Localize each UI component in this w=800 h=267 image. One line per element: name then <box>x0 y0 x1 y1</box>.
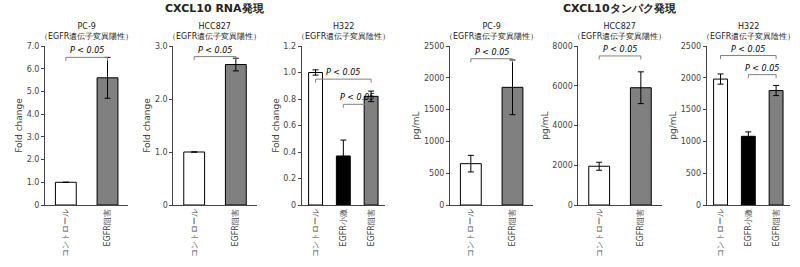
svg-text:2000: 2000 <box>681 74 701 83</box>
svg-text:コントロール: コントロール <box>190 209 199 257</box>
svg-text:コントロール: コントロール <box>466 209 475 257</box>
svg-text:Fold change: Fold change <box>14 98 24 153</box>
svg-text:EGFR阻害: EGFR阻害 <box>772 209 781 246</box>
svg-text:5.0: 5.0 <box>27 87 40 96</box>
svg-text:2000: 2000 <box>424 74 444 83</box>
svg-text:1500: 1500 <box>681 105 701 114</box>
svg-text:P < 0.05: P < 0.05 <box>603 45 637 54</box>
svg-text:コントロール: コントロール <box>311 209 320 257</box>
svg-text:8000: 8000 <box>552 42 572 51</box>
svg-text:0: 0 <box>291 201 296 210</box>
svg-text:H322（EGFR遺伝子変異陰性）: H322（EGFR遺伝子変異陰性） <box>702 22 795 41</box>
svg-text:2500: 2500 <box>424 42 444 51</box>
svg-text:P < 0.05: P < 0.05 <box>745 64 779 73</box>
svg-text:500: 500 <box>429 169 444 178</box>
svg-text:0: 0 <box>568 201 573 210</box>
svg-text:Fold change: Fold change <box>271 98 281 153</box>
svg-text:3.0: 3.0 <box>155 42 168 51</box>
svg-text:4000: 4000 <box>552 121 572 130</box>
svg-text:1000: 1000 <box>424 137 444 146</box>
svg-text:CXCL10タンパク発現: CXCL10タンパク発現 <box>563 2 677 15</box>
svg-text:0.6: 0.6 <box>283 121 296 130</box>
svg-text:pg/mL: pg/mL <box>668 111 678 139</box>
svg-text:EGFR阻害: EGFR阻害 <box>231 209 240 246</box>
svg-text:1.0: 1.0 <box>27 178 40 187</box>
svg-text:1.0: 1.0 <box>283 68 296 77</box>
svg-text:6000: 6000 <box>552 82 572 91</box>
svg-text:EGFR小激: EGFR小激 <box>339 209 348 246</box>
svg-text:0: 0 <box>696 201 701 210</box>
svg-text:PC-9（EGFR遺伝子変異陽性）: PC-9（EGFR遺伝子変異陽性） <box>40 22 133 41</box>
svg-text:P < 0.05: P < 0.05 <box>340 93 374 102</box>
svg-text:Fold change: Fold change <box>142 98 152 153</box>
svg-text:HCC827（EGFR遺伝子変異陽性）: HCC827（EGFR遺伝子変異陽性） <box>573 22 666 41</box>
svg-text:2500: 2500 <box>681 42 701 51</box>
svg-text:H322（EGFR遺伝子変異陰性）: H322（EGFR遺伝子変異陰性） <box>297 22 390 41</box>
svg-text:0: 0 <box>439 201 444 210</box>
svg-text:EGFR阻害: EGFR阻害 <box>636 209 645 246</box>
svg-text:pg/mL: pg/mL <box>411 111 421 139</box>
svg-text:P < 0.05: P < 0.05 <box>475 48 509 57</box>
svg-text:0.4: 0.4 <box>283 148 296 157</box>
svg-text:500: 500 <box>686 169 701 178</box>
svg-text:EGFR阻害: EGFR阻害 <box>367 209 376 246</box>
svg-text:P < 0.05: P < 0.05 <box>731 45 765 54</box>
svg-text:CXCL10 RNA発現: CXCL10 RNA発現 <box>165 2 265 15</box>
svg-text:1000: 1000 <box>681 137 701 146</box>
svg-text:0.8: 0.8 <box>283 95 296 104</box>
svg-text:コントロール: コントロール <box>716 209 725 257</box>
svg-text:コントロール: コントロール <box>61 209 70 257</box>
svg-text:3.0: 3.0 <box>27 133 40 142</box>
svg-text:P < 0.05: P < 0.05 <box>326 68 360 77</box>
svg-text:2.0: 2.0 <box>27 155 40 164</box>
svg-text:0.2: 0.2 <box>283 174 296 183</box>
svg-text:HCC827（EGFR遺伝子変異陽性）: HCC827（EGFR遺伝子変異陽性） <box>168 22 261 41</box>
svg-text:6.0: 6.0 <box>27 65 40 74</box>
svg-text:1500: 1500 <box>424 105 444 114</box>
svg-text:0: 0 <box>34 201 39 210</box>
svg-text:4.0: 4.0 <box>27 110 40 119</box>
svg-text:1.0: 1.0 <box>155 148 168 157</box>
svg-text:2000: 2000 <box>552 161 572 170</box>
svg-text:EGFR阻害: EGFR阻害 <box>508 209 517 246</box>
svg-text:コントロール: コントロール <box>595 209 604 257</box>
svg-text:2.0: 2.0 <box>155 95 168 104</box>
svg-text:EGFR阻害: EGFR阻害 <box>103 209 112 246</box>
svg-text:PC-9（EGFR遺伝子変異陽性）: PC-9（EGFR遺伝子変異陽性） <box>445 22 538 41</box>
svg-text:1.2: 1.2 <box>283 42 296 51</box>
svg-text:P < 0.05: P < 0.05 <box>198 46 232 55</box>
svg-text:P < 0.05: P < 0.05 <box>70 46 104 55</box>
svg-text:EGFR小激: EGFR小激 <box>744 209 753 246</box>
svg-text:7.0: 7.0 <box>27 42 40 51</box>
svg-text:pg/mL: pg/mL <box>540 111 550 139</box>
svg-text:0: 0 <box>163 201 168 210</box>
